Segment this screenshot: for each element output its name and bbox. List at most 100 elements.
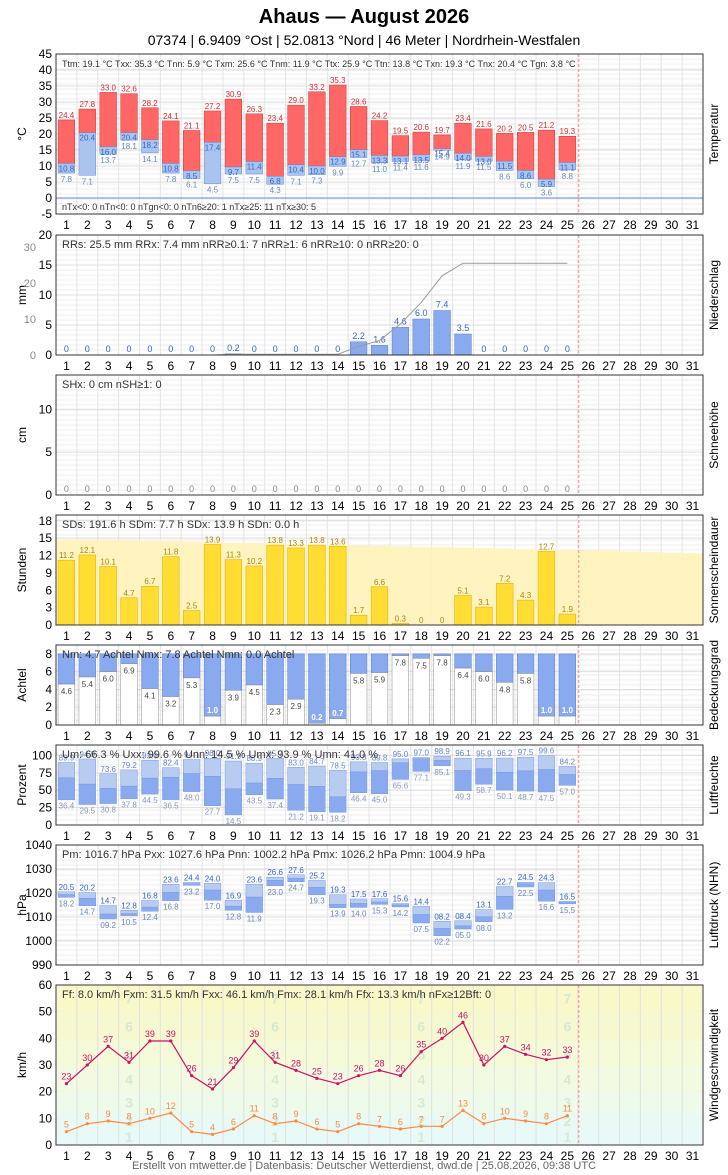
sunshine-bar — [350, 614, 368, 626]
sunshine-label: 10.1 — [100, 558, 116, 567]
x-tick-label: 4 — [126, 969, 133, 983]
possible-sunshine-bar — [181, 541, 203, 625]
humidity-lower-bar — [475, 768, 493, 785]
sunshine-label: 1.7 — [353, 606, 365, 615]
y-tick-label: 5 — [45, 445, 52, 459]
panel-border — [55, 374, 704, 496]
humidity-upper-bar — [183, 759, 201, 774]
gust-max-label: 29 — [228, 1056, 238, 1066]
x-tick-label: 2 — [84, 629, 91, 643]
x-tick-label: 13 — [310, 629, 324, 643]
y-tick-label: 0 — [45, 191, 52, 205]
rain-label: 1.6 — [373, 334, 386, 344]
tmean-label: 15.4 — [434, 150, 450, 159]
tmean-bar — [496, 160, 514, 171]
snow-label: 0 — [294, 484, 299, 494]
humidity-lower-bar — [99, 788, 117, 804]
panel-border — [55, 514, 704, 626]
y-tick-label: 45 — [39, 47, 53, 61]
x-tick-label: 22 — [498, 359, 512, 373]
gust-max-point — [85, 1063, 89, 1067]
x-tick-label: 1 — [63, 629, 70, 643]
gust-max-point — [190, 1074, 194, 1078]
x-tick-label: 22 — [498, 218, 512, 232]
rain-label: 0 — [314, 344, 319, 354]
gust-max-label: 37 — [103, 1034, 113, 1044]
humidity-upper-bar — [350, 761, 368, 773]
x-tick-label: 9 — [230, 729, 237, 743]
sunshine-bar — [162, 556, 180, 626]
gust-max-label: 30 — [82, 1053, 92, 1063]
snow-label: 0 — [460, 484, 465, 494]
tmax-label: 27.2 — [205, 102, 221, 111]
tmin-label: 7.8 — [61, 175, 73, 184]
rain-label: 0 — [106, 344, 111, 354]
pressure-max-label: 14.4 — [413, 897, 429, 906]
x-tick-label: 26 — [582, 969, 596, 983]
snow-label: 0 — [64, 484, 69, 494]
humidity-lower-bar — [496, 772, 514, 791]
page-title: Ahaus — August 2026 — [258, 6, 470, 28]
beaufort-label: 5 — [125, 1046, 133, 1062]
stats-summary: Ttm: 19.1 °C Txx: 35.3 °C Tnn: 5.9 °C Tx… — [62, 59, 576, 69]
x-tick-label: 17 — [394, 969, 408, 983]
pressure-lower-bar — [203, 889, 222, 901]
humidity-max-label: 89.8 — [372, 754, 388, 763]
x-tick-label: 23 — [519, 1149, 533, 1163]
wind-mean-label: 8 — [481, 1112, 486, 1122]
pressure-lower-bar — [433, 928, 451, 936]
pressure-upper-bar — [433, 921, 451, 929]
pressure-min-label: 15.3 — [372, 906, 388, 915]
x-tick-label: 8 — [209, 829, 216, 843]
tmax-bar — [266, 122, 284, 177]
x-tick-label: 21 — [477, 729, 491, 743]
pressure-max-label: 12.8 — [121, 901, 137, 910]
stats-summary: Nm: 4.7 Achtel Nmx: 7.8 Achtel Nmn: 0.0 … — [62, 649, 294, 661]
sunshine-bar — [203, 544, 222, 626]
x-tick-label: 25 — [561, 829, 575, 843]
x-tick-label: 11 — [269, 829, 282, 843]
x-tick-label: 9 — [230, 359, 237, 373]
sunshine-bar — [141, 585, 159, 626]
x-tick-label: 2 — [84, 218, 91, 232]
beaufort-label: 1 — [563, 1129, 571, 1145]
humidity-upper-bar — [391, 758, 409, 764]
y-tick-label: 0 — [45, 1138, 52, 1152]
tmean-bar — [475, 156, 493, 162]
snow-label: 0 — [106, 484, 111, 494]
x-tick-label: 24 — [540, 359, 554, 373]
gust-max-label: 32 — [541, 1048, 551, 1058]
x-tick-label: 10 — [248, 1149, 262, 1163]
sunshine-label: 5.1 — [457, 586, 469, 595]
tmean-label: 10.8 — [59, 164, 75, 173]
humidity-lower-bar — [287, 784, 305, 811]
snow-label: 0 — [398, 484, 403, 494]
x-tick-label: 4 — [126, 829, 133, 843]
sunshine-label: 11.3 — [226, 551, 242, 560]
x-tick-label: 6 — [167, 729, 174, 743]
x-tick-label: 21 — [477, 829, 491, 843]
humidity-min-label: 30.8 — [100, 806, 116, 815]
x-tick-label: 25 — [561, 729, 575, 743]
pressure-lower-bar — [245, 896, 263, 913]
x-tick-label: 10 — [248, 729, 262, 743]
pressure-lower-bar — [329, 904, 347, 908]
cloud-bar — [266, 653, 284, 705]
sunshine-label: 4.3 — [520, 591, 532, 600]
gust-max-label: 31 — [124, 1050, 134, 1060]
pressure-lower-bar — [558, 902, 576, 905]
rain-bar — [391, 327, 409, 356]
wind-mean-label: 8 — [273, 1112, 278, 1122]
y-tick-label: 30 — [39, 1058, 53, 1072]
wind-mean-point — [336, 1130, 340, 1134]
humidity-max-label: 84.7 — [309, 757, 325, 766]
tmean-label: 8.6 — [520, 171, 532, 180]
rain-label: 0 — [64, 344, 69, 354]
humidity-upper-bar — [454, 757, 472, 771]
gust-max-point — [398, 1074, 402, 1078]
wind-mean-label: 9 — [294, 1109, 299, 1119]
x-tick-label: 18 — [415, 969, 429, 983]
cloud-label: 4.5 — [249, 688, 261, 697]
x-tick-label: 22 — [498, 729, 512, 743]
beaufort-label: 5 — [417, 1046, 425, 1062]
